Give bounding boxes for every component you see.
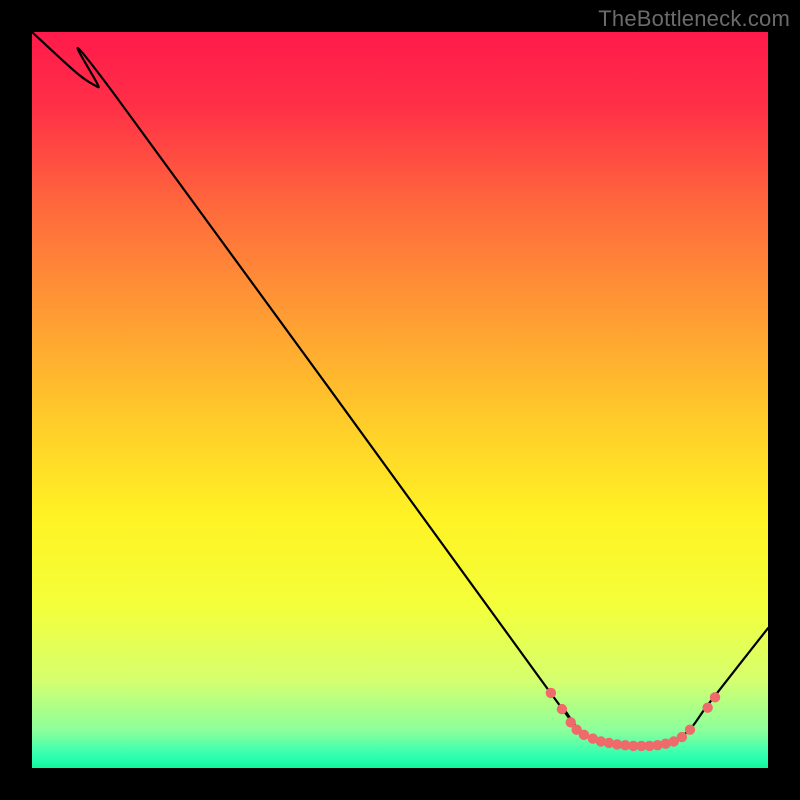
curve-marker xyxy=(685,725,695,735)
plot-area xyxy=(32,32,768,768)
bottleneck-curve xyxy=(32,32,768,746)
watermark-text: TheBottleneck.com xyxy=(598,6,790,32)
chart-container: TheBottleneck.com xyxy=(0,0,800,800)
curve-marker xyxy=(546,688,556,698)
curve-marker xyxy=(557,704,567,714)
chart-overlay xyxy=(32,32,768,768)
curve-marker xyxy=(710,692,720,702)
curve-markers xyxy=(546,688,721,751)
curve-marker xyxy=(677,732,687,742)
curve-marker xyxy=(702,702,712,712)
